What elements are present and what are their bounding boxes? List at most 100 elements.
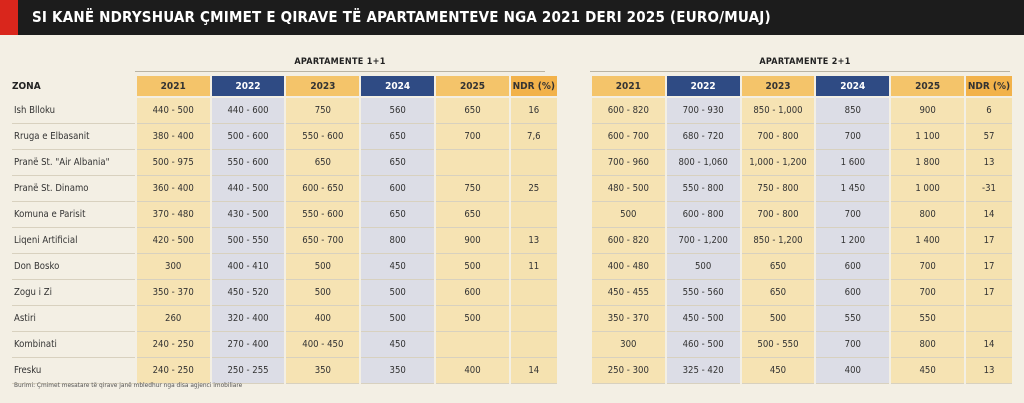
cell-apt2-2021: 350 - 370 [591, 306, 665, 332]
cell-apt2-2024: 600 [816, 280, 890, 306]
title-accent [0, 0, 18, 35]
cell-apt2-2025: 550 [891, 306, 965, 332]
cell-apt1-2025: 400 [436, 358, 509, 384]
cell-apt2-2021: 600 - 820 [591, 98, 665, 124]
cell-apt2-ndr: 17 [966, 254, 1012, 280]
table-row: Pranë St. Dinamo 360 - 400 440 - 500 600 - … [12, 176, 1012, 202]
cell-apt1-ndr [510, 202, 557, 228]
cell-apt1-ndr: 7,6 [510, 124, 557, 150]
table-row: Kombinati 240 - 250 270 - 400 400 - 450 450 3… [12, 332, 1012, 358]
cell-apt1-ndr: 11 [510, 254, 557, 280]
header-b-2021: 2021 [591, 76, 665, 98]
cell-apt2-2023: 700 - 800 [741, 124, 815, 150]
cell-apt2-ndr: 17 [966, 228, 1012, 254]
header-row: ZONA 2021 2022 2023 2024 2025 NDR (%) 20… [12, 76, 1012, 98]
cell-apt2-2024: 550 [816, 306, 890, 332]
cell-apt2-ndr [966, 306, 1012, 332]
cell-apt2-2022: 600 - 800 [666, 202, 740, 228]
cell-apt2-2024: 400 [816, 358, 890, 384]
column-gap [559, 124, 590, 150]
cell-apt2-2024: 700 [816, 202, 890, 228]
cell-apt1-2023: 500 [286, 254, 360, 280]
rent-table: ZONA 2021 2022 2023 2024 2025 NDR (%) 20… [10, 76, 1014, 384]
zone-name: Zogu i Zi [12, 280, 135, 306]
cell-apt2-2022: 460 - 500 [666, 332, 740, 358]
group-rule-apt1 [135, 71, 545, 72]
zone-name: Rruga e Elbasanit [12, 124, 135, 150]
header-b-ndr: NDR (%) [966, 76, 1012, 98]
cell-apt1-2021: 360 - 400 [136, 176, 210, 202]
cell-apt2-2021: 300 [591, 332, 665, 358]
zone-name: Astiri [12, 306, 135, 332]
cell-apt2-2023: 750 - 800 [741, 176, 815, 202]
cell-apt1-2021: 380 - 400 [136, 124, 210, 150]
cell-apt1-2025: 900 [436, 228, 509, 254]
cell-apt1-ndr [510, 280, 557, 306]
cell-apt1-2024: 650 [361, 150, 435, 176]
cell-apt1-ndr: 25 [510, 176, 557, 202]
cell-apt2-2021: 400 - 480 [591, 254, 665, 280]
cell-apt2-2021: 450 - 455 [591, 280, 665, 306]
cell-apt1-2024: 450 [361, 332, 435, 358]
table-row: Komuna e Parisit 370 - 480 430 - 500 550 - … [12, 202, 1012, 228]
cell-apt1-2025: 750 [436, 176, 509, 202]
cell-apt1-2024: 560 [361, 98, 435, 124]
header-b-2024: 2024 [816, 76, 890, 98]
header-a-ndr: NDR (%) [510, 76, 557, 98]
cell-apt1-2021: 370 - 480 [136, 202, 210, 228]
cell-apt2-ndr: 6 [966, 98, 1012, 124]
cell-apt2-2025: 900 [891, 98, 965, 124]
cell-apt2-2025: 800 [891, 332, 965, 358]
header-a-2025: 2025 [436, 76, 509, 98]
cell-apt1-2025 [436, 150, 509, 176]
cell-apt1-2025 [436, 332, 509, 358]
cell-apt1-2023: 500 [286, 280, 360, 306]
cell-apt2-2023: 850 - 1,200 [741, 228, 815, 254]
cell-apt2-2021: 600 - 820 [591, 228, 665, 254]
cell-apt2-2024: 1 200 [816, 228, 890, 254]
cell-apt1-ndr: 16 [510, 98, 557, 124]
table-row: Pranë St. "Air Albania" 500 - 975 550 - 60… [12, 150, 1012, 176]
cell-apt1-2022: 450 - 520 [211, 280, 285, 306]
cell-apt1-2024: 500 [361, 306, 435, 332]
header-gap [559, 76, 590, 98]
cell-apt2-2025: 700 [891, 254, 965, 280]
cell-apt1-2025: 650 [436, 98, 509, 124]
header-zona: ZONA [12, 76, 135, 98]
cell-apt2-2025: 1 800 [891, 150, 965, 176]
cell-apt1-2021: 240 - 250 [136, 332, 210, 358]
cell-apt1-ndr: 13 [510, 228, 557, 254]
cell-apt1-2022: 250 - 255 [211, 358, 285, 384]
cell-apt1-2024: 650 [361, 202, 435, 228]
cell-apt1-2022: 500 - 550 [211, 228, 285, 254]
zone-name: Pranë St. Dinamo [12, 176, 135, 202]
zone-name: Liqeni Artificial [12, 228, 135, 254]
zone-name: Don Bosko [12, 254, 135, 280]
cell-apt1-2021: 350 - 370 [136, 280, 210, 306]
cell-apt1-2021: 260 [136, 306, 210, 332]
column-gap [559, 98, 590, 124]
cell-apt1-2021: 240 - 250 [136, 358, 210, 384]
column-gap [559, 306, 590, 332]
cell-apt2-2021: 480 - 500 [591, 176, 665, 202]
cell-apt1-ndr [510, 306, 557, 332]
cell-apt1-2025: 500 [436, 254, 509, 280]
cell-apt1-2025: 500 [436, 306, 509, 332]
column-gap [559, 202, 590, 228]
cell-apt1-2024: 350 [361, 358, 435, 384]
zone-name: Fresku [12, 358, 135, 384]
cell-apt2-2024: 700 [816, 332, 890, 358]
cell-apt2-2021: 600 - 700 [591, 124, 665, 150]
table-row: Ish Blloku 440 - 500 440 - 600 750 560 650 16 6… [12, 98, 1012, 124]
cell-apt2-ndr: 13 [966, 358, 1012, 384]
cell-apt2-2022: 325 - 420 [666, 358, 740, 384]
page-title: SI KANË NDRYSHUAR ÇMIMET E QIRAVE TË APA… [32, 8, 771, 26]
cell-apt2-2023: 1,000 - 1,200 [741, 150, 815, 176]
cell-apt2-ndr: 17 [966, 280, 1012, 306]
cell-apt2-2021: 250 - 300 [591, 358, 665, 384]
cell-apt1-2024: 650 [361, 124, 435, 150]
cell-apt1-2024: 500 [361, 280, 435, 306]
zone-name: Komuna e Parisit [12, 202, 135, 228]
header-b-2022: 2022 [666, 76, 740, 98]
cell-apt2-2023: 700 - 800 [741, 202, 815, 228]
